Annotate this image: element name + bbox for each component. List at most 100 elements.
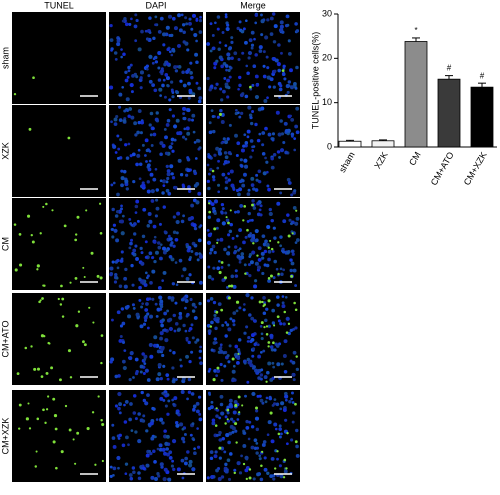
nucleus [224,211,228,215]
nucleus [180,219,185,224]
nucleus [115,209,120,214]
tunel-dot [235,300,240,304]
tunel-dot [291,232,294,235]
nucleus [116,192,120,197]
nucleus [169,237,173,241]
nucleus [171,149,175,153]
nucleus [192,407,196,412]
nucleus [152,177,157,182]
nucleus [224,176,228,180]
nucleus [206,76,210,81]
tunel-dot [40,375,44,378]
nucleus [161,279,165,282]
tunel-dot [58,378,62,382]
nucleus [293,148,297,152]
nucleus [215,408,220,412]
nucleus [185,354,190,359]
nucleus [272,402,277,406]
nucleus [263,375,268,380]
nucleus [216,27,220,31]
nucleus [251,391,256,397]
nucleus [293,189,297,193]
nucleus [226,458,231,462]
nucleus [238,228,243,232]
nucleus [192,169,197,174]
nucleus [185,338,189,342]
nucleus [279,119,283,123]
nucleus [119,207,124,211]
nucleus [215,318,220,323]
nucleus [199,15,202,19]
nucleus [239,204,244,208]
nucleus [118,433,122,438]
tunel-dot [273,324,276,327]
nucleus [172,244,176,248]
nucleus [206,228,210,232]
nucleus [279,322,283,326]
nucleus [195,60,199,64]
nucleus [123,16,127,21]
nucleus [228,431,233,436]
tunel-dot [215,310,219,314]
nucleus [282,354,287,358]
nucleus [138,298,142,302]
nucleus [267,257,271,262]
nucleus [191,336,195,340]
nucleus [109,360,113,364]
nucleus [111,227,114,231]
micrograph-bg [12,293,106,385]
tunel-dot [101,422,105,427]
nucleus [207,215,211,219]
nucleus [191,422,195,426]
nucleus [278,464,282,468]
nucleus [258,180,262,184]
nucleus [262,74,267,79]
nucleus [231,186,235,190]
nucleus [240,29,245,34]
tunel-dot [50,366,54,370]
nucleus [168,326,173,332]
nucleus [281,301,285,305]
nucleus [150,436,155,441]
tunel-dot [218,112,222,116]
nucleus [159,307,163,311]
nucleus [134,244,138,248]
nucleus [196,445,201,449]
nucleus [240,148,245,153]
tunel-dot [18,427,21,430]
nucleus [179,358,182,362]
nucleus [114,214,119,218]
nucleus [255,173,259,177]
nucleus [172,378,176,382]
nucleus [132,306,136,310]
nucleus [188,459,193,464]
nucleus [266,66,270,70]
nucleus [252,477,256,481]
nucleus [293,137,297,141]
nucleus [166,172,171,177]
nucleus [192,223,197,228]
nucleus [137,471,141,475]
tunel-dot [294,308,298,312]
nucleus [223,77,227,80]
nucleus [130,238,134,242]
nucleus [212,129,216,134]
nucleus [218,456,222,460]
tunel-dot [269,411,273,415]
nucleus [271,361,275,365]
nucleus [276,457,279,461]
tunel-dot [265,380,268,383]
nucleus [218,416,222,420]
nucleus [165,25,170,30]
nucleus [193,451,197,456]
nucleus [136,316,140,320]
nucleus [213,66,217,70]
nucleus [271,321,276,325]
nucleus [242,444,247,448]
nucleus [140,261,145,266]
nucleus [266,471,270,475]
tunel-dot [276,450,279,453]
nucleus [233,51,238,56]
nucleus [189,71,193,75]
nucleus [211,46,216,51]
